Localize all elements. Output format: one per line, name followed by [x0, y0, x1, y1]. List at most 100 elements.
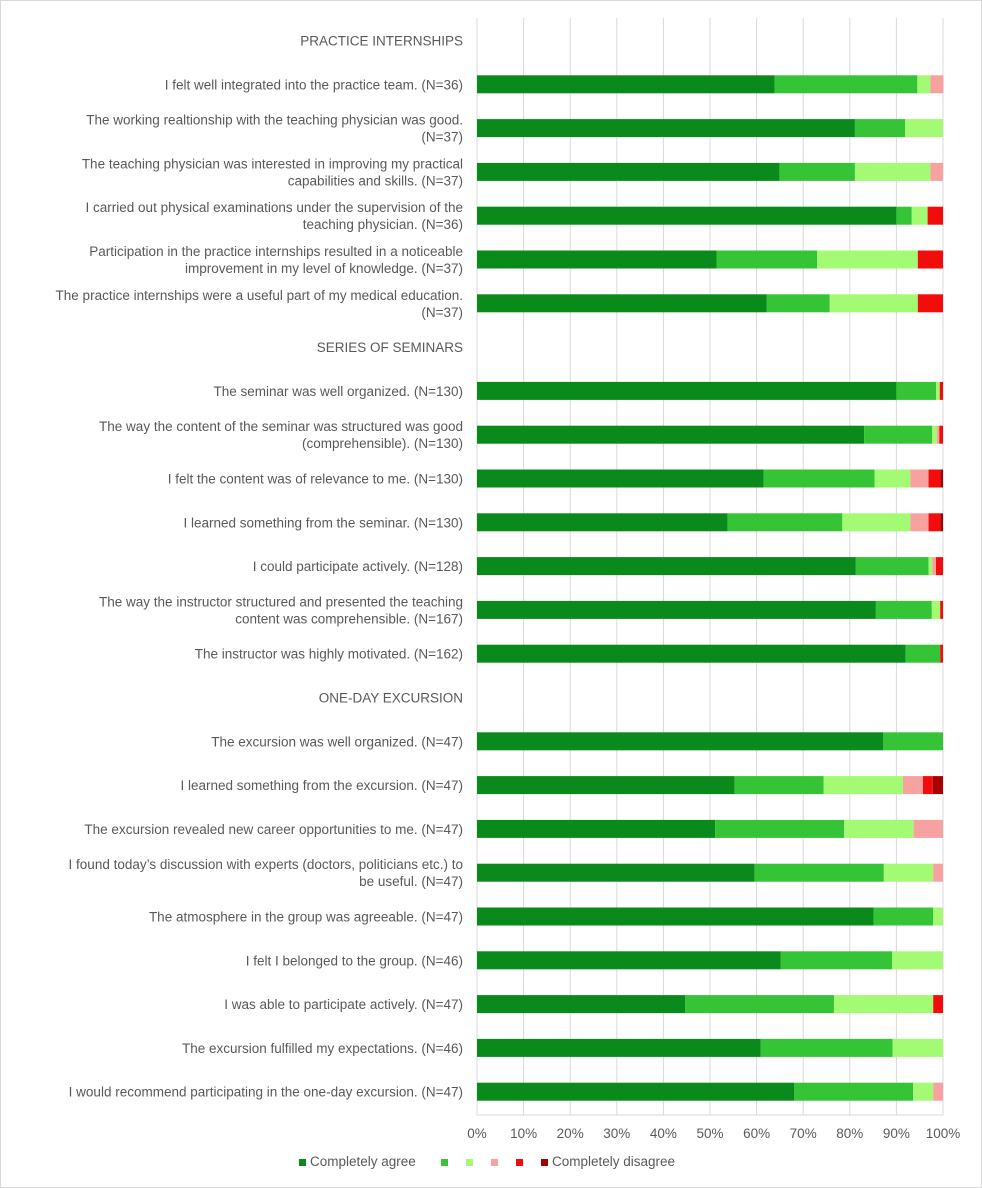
bar-segment [864, 425, 933, 444]
bar-segment [716, 250, 818, 269]
category-label: I could participate actively. (N=128) [253, 559, 463, 574]
category-label: The practice internships were a useful p… [56, 288, 463, 303]
category-label: The seminar was well organized. (N=130) [214, 384, 464, 399]
category-label: I found today’s discussion with experts … [69, 857, 463, 872]
bar-segment [763, 469, 875, 488]
bar-segment [833, 995, 934, 1014]
legend-swatch [299, 1159, 306, 1166]
bar-segment [911, 206, 928, 225]
bar-segment [774, 75, 918, 94]
bar-segment [922, 776, 933, 795]
bar-segment [477, 119, 855, 138]
category-label: The atmosphere in the group was agreeabl… [149, 910, 463, 925]
category-label: content was comprehensible. (N=167) [235, 611, 463, 626]
legend-swatch [541, 1159, 548, 1166]
category-labels: PRACTICE INTERNSHIPS I felt well integrat… [56, 34, 463, 1100]
bar-segment [933, 995, 943, 1014]
legend-swatch [466, 1159, 473, 1166]
bar-segment [940, 600, 943, 619]
category-label: be useful. (N=47) [359, 874, 463, 889]
category-label: I felt well integrated into the practice… [165, 77, 463, 92]
x-tick-label: 90% [883, 1126, 910, 1141]
category-label: The way the instructor structured and pr… [99, 594, 463, 609]
legend: Completely agree Completely disagree [299, 1154, 675, 1169]
section-title: PRACTICE INTERNSHIPS [300, 34, 463, 49]
bar-segment [940, 644, 943, 663]
bar-segment [910, 469, 929, 488]
x-tick-label: 80% [836, 1126, 863, 1141]
bar-segment [932, 425, 937, 444]
bar-segment [910, 513, 929, 532]
x-tick-label: 50% [696, 1126, 723, 1141]
bar-segment [477, 513, 728, 532]
bar-segment [477, 863, 755, 882]
bar-segment [896, 381, 937, 400]
legend-swatch [516, 1159, 523, 1166]
bar-segment [875, 600, 932, 619]
bar-segment [917, 294, 943, 313]
bar-segment [874, 469, 911, 488]
bar-segment [477, 819, 716, 838]
bar-segment [917, 250, 943, 269]
bar-segment [933, 863, 943, 882]
bar-segment [928, 557, 933, 576]
bar-segment [817, 250, 918, 269]
bar-segment [932, 557, 937, 576]
bar-segment [823, 776, 903, 795]
bar-segment [477, 600, 876, 619]
category-label: The excursion fulfilled my expectations.… [182, 1041, 463, 1056]
bar-segment [844, 819, 914, 838]
category-label: (N=37) [421, 130, 463, 145]
bar-segment [477, 381, 897, 400]
bar-segment [477, 1082, 795, 1101]
bar-segment [927, 206, 943, 225]
bar-segment [902, 776, 923, 795]
x-tick-label: 40% [650, 1126, 677, 1141]
bar-segment [933, 907, 943, 926]
bar-segment [477, 557, 856, 576]
category-label: The way the content of the seminar was s… [99, 419, 463, 434]
bar-segment [477, 951, 781, 970]
bar-segment [477, 776, 735, 795]
bar-segment [940, 469, 943, 488]
bar-segment [917, 75, 931, 94]
category-label: (comprehensible). (N=130) [302, 436, 463, 451]
bar-segment [855, 557, 929, 576]
bar-segment [854, 119, 906, 138]
legend-label: Completely agree [310, 1154, 416, 1169]
category-label: capabilities and skills. (N=37) [288, 173, 463, 188]
bar-segment [854, 162, 931, 181]
bar-segment [933, 1082, 943, 1101]
bars [477, 75, 944, 1101]
category-label: I would recommend participating in the o… [69, 1085, 463, 1100]
bar-segment [936, 381, 940, 400]
section-title: SERIES OF SEMINARS [317, 340, 463, 355]
legend-swatch [491, 1159, 498, 1166]
category-label: The excursion revealed new career opport… [84, 822, 463, 837]
bar-segment [913, 1082, 934, 1101]
category-label: (N=37) [421, 305, 463, 320]
bar-segment [931, 600, 941, 619]
bar-segment [760, 1038, 893, 1057]
bar-segment [477, 206, 897, 225]
bar-segment [932, 776, 943, 795]
bar-segment [905, 644, 941, 663]
category-label: I felt I belonged to the group. (N=46) [246, 953, 463, 968]
category-label: The working realtionship with the teachi… [86, 113, 463, 128]
category-label: teaching physician. (N=36) [303, 217, 463, 232]
bar-segment [715, 819, 845, 838]
bar-segment [883, 863, 934, 882]
bar-segment [939, 425, 943, 444]
bar-segment [780, 951, 893, 970]
bar-segment [939, 381, 943, 400]
legend-label: Completely disagree [552, 1154, 675, 1169]
bar-segment [873, 907, 934, 926]
bar-segment [913, 819, 943, 838]
bar-segment [794, 1082, 914, 1101]
category-label: I learned something from the excursion. … [180, 778, 463, 793]
bar-segment [477, 907, 874, 926]
bar-segment [477, 294, 767, 313]
section-title: ONE-DAY EXCURSION [319, 691, 463, 706]
